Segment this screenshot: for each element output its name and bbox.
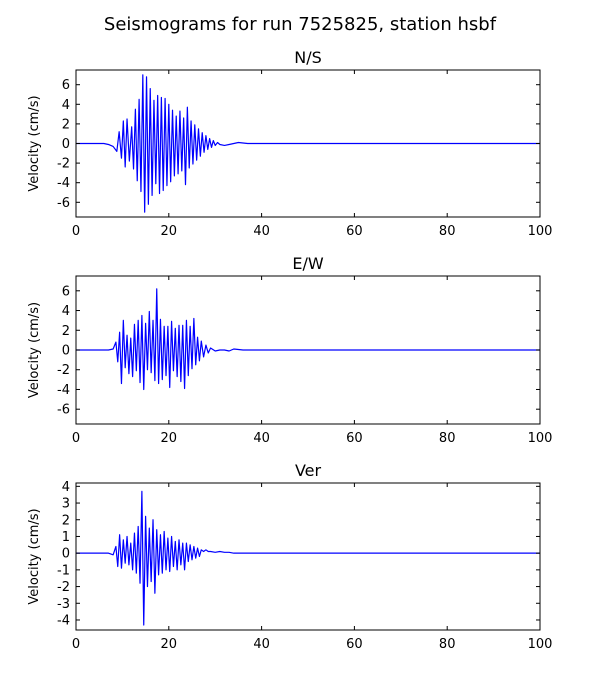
y-axis-label-2: Velocity (cm/s) [27,508,42,604]
x-tick-label-2: 60 [346,637,363,652]
y-tick-label-0: 2 [62,117,70,132]
series-line-2-0 [76,490,540,626]
panel-title-0: N/S [294,48,322,67]
x-tick-label-1: 60 [346,431,363,446]
x-tick-label-2: 40 [253,637,270,652]
x-tick-label-0: 60 [346,224,363,239]
series-line-0-0 [76,74,540,213]
x-tick-label-2: 80 [439,637,456,652]
y-tick-label-0: 6 [62,78,70,93]
x-tick-label-2: 100 [528,637,553,652]
y-tick-label-2: -3 [57,597,70,612]
panel-title-1: E/W [292,254,324,273]
y-tick-label-0: 4 [62,98,70,113]
y-tick-label-2: 3 [62,497,70,512]
x-tick-label-1: 20 [161,431,178,446]
y-tick-label-2: -4 [57,613,70,628]
y-tick-label-1: 2 [62,324,70,339]
y-tick-label-0: -6 [57,196,70,211]
y-tick-label-1: 0 [62,344,70,359]
y-tick-label-1: -2 [57,363,70,378]
y-tick-label-2: 1 [62,530,70,545]
axes-frame-2 [75,482,541,631]
figure-title: Seismograms for run 7525825, station hsb… [104,14,497,35]
x-tick-label-0: 100 [528,224,553,239]
x-tick-label-2: 20 [161,637,178,652]
series-line-1-0 [76,288,540,391]
x-tick-label-0: 80 [439,224,456,239]
x-tick-label-1: 40 [253,431,270,446]
y-tick-label-1: 6 [62,284,70,299]
y-axis-label-1: Velocity (cm/s) [27,302,42,398]
x-tick-label-0: 40 [253,224,270,239]
x-tick-label-1: 100 [528,431,553,446]
panel-title-2: Ver [295,461,322,480]
x-tick-label-1: 0 [72,431,80,446]
y-tick-label-2: -2 [57,580,70,595]
y-axis-label-0: Velocity (cm/s) [27,95,42,191]
y-tick-label-0: -2 [57,157,70,172]
y-tick-label-2: 4 [62,480,70,495]
y-tick-label-2: -1 [57,563,70,578]
y-tick-label-1: -6 [57,403,70,418]
y-tick-label-1: -4 [57,383,70,398]
y-tick-label-1: 4 [62,304,70,319]
y-tick-label-2: 0 [62,547,70,562]
x-tick-label-1: 80 [439,431,456,446]
y-tick-label-0: 0 [62,137,70,152]
y-tick-label-0: -4 [57,176,70,191]
x-tick-label-0: 0 [72,224,80,239]
y-tick-label-2: 2 [62,513,70,528]
x-tick-label-0: 20 [161,224,178,239]
x-tick-label-2: 0 [72,637,80,652]
